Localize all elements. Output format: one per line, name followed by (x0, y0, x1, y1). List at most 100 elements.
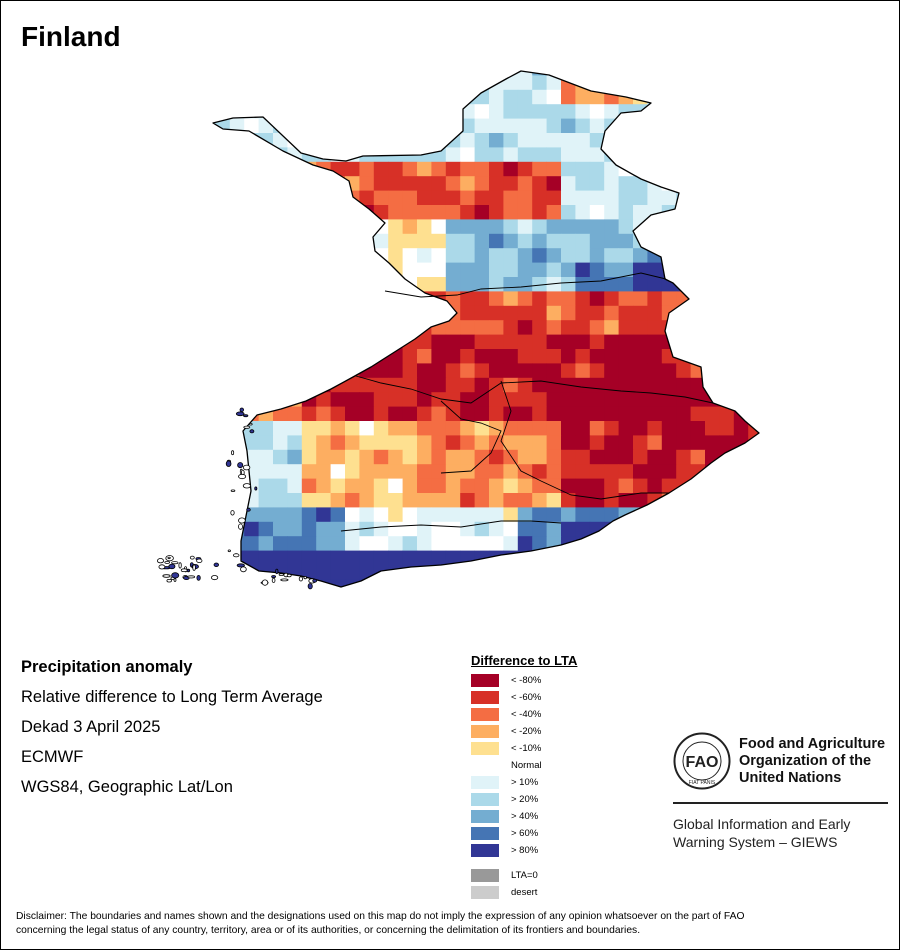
grid-cell (705, 493, 720, 508)
grid-cell (719, 71, 735, 76)
grid-cell (402, 493, 418, 508)
grid-cell (748, 71, 759, 76)
grid-cell (661, 464, 677, 479)
grid-cell (417, 277, 432, 292)
grid-cell (359, 377, 375, 393)
grid-cell (661, 406, 677, 422)
grid-cell (330, 248, 346, 263)
grid-cell (359, 161, 375, 177)
grid-cell (345, 565, 360, 580)
grid-cell (733, 550, 749, 566)
grid-cell (575, 320, 591, 335)
island (303, 575, 307, 580)
grid-cell (388, 334, 403, 350)
grid-cell (733, 176, 749, 191)
grid-cell (316, 205, 331, 220)
grid-cell (676, 550, 691, 566)
grid-cell (417, 493, 432, 508)
grid-cell (748, 233, 759, 249)
grid-cell (647, 71, 663, 76)
island (225, 460, 232, 467)
grid-cell (733, 205, 749, 220)
grid-cell (618, 377, 634, 393)
grid-cell (388, 205, 403, 220)
grid-cell (647, 377, 663, 393)
grid-cell (301, 406, 317, 422)
grid-cell (561, 205, 576, 220)
grid-cell (546, 248, 562, 263)
grid-cell (719, 291, 735, 307)
grid-cell (546, 104, 562, 119)
grid-cell (589, 219, 605, 235)
grid-cell (316, 550, 331, 566)
grid-cell (705, 565, 720, 580)
grid-cell (489, 507, 504, 523)
grid-cell (690, 377, 706, 393)
legend-class-swatch (471, 691, 499, 704)
grid-cell (763, 363, 778, 378)
grid-cell (676, 421, 691, 436)
grid-cell (733, 334, 749, 350)
grid-cell (690, 421, 706, 436)
grid-cell (489, 377, 504, 393)
grid-cell (661, 435, 677, 451)
grid-cell (676, 147, 691, 163)
grid-cell (546, 363, 562, 379)
legend-extra-swatch (471, 886, 499, 899)
grid-cell (719, 521, 735, 537)
grid-cell (244, 248, 259, 263)
grid-cell (661, 75, 677, 91)
grid-cell (215, 161, 231, 177)
grid-cell (575, 89, 591, 105)
grid-cell (460, 392, 475, 407)
grid-cell (388, 521, 403, 537)
grid-cell (733, 392, 749, 407)
grid-cell (402, 363, 418, 379)
grid-cell (676, 349, 691, 364)
island (196, 575, 201, 581)
grid-cell (690, 334, 706, 350)
grid-cell (690, 349, 706, 364)
grid-cell (474, 161, 490, 177)
grid-cell (474, 277, 490, 292)
grid-cell (474, 190, 490, 206)
grid-cell (532, 89, 547, 105)
grid-cell (359, 478, 375, 494)
grid-cell (402, 104, 418, 119)
grid-cell (633, 550, 648, 566)
grid-cell (661, 478, 677, 494)
grid-cell (517, 435, 533, 451)
grid-cell (633, 219, 648, 235)
disclaimer: Disclaimer: The boundaries and names sho… (16, 910, 886, 938)
grid-cell (359, 536, 375, 551)
grid-cell (215, 406, 231, 422)
grid-cell (676, 133, 691, 148)
grid-cell (287, 176, 303, 191)
grid-cell (719, 320, 735, 335)
grid-cell (388, 507, 403, 523)
grid-cell (517, 262, 533, 278)
grid-cell (273, 161, 288, 177)
grid-cell (575, 464, 591, 479)
grid-cell (546, 550, 562, 566)
grid-cell (647, 291, 663, 307)
grid-cell (474, 71, 490, 76)
grid-cell (273, 305, 288, 321)
grid-cell (373, 550, 389, 566)
grid-cell (445, 104, 461, 119)
grid-cell (705, 147, 720, 163)
grid-cell (604, 594, 619, 609)
grid-cell (647, 320, 663, 335)
grid-cell (345, 377, 360, 393)
grid-cell (532, 435, 547, 451)
grid-cell (417, 392, 432, 407)
grid-cell (374, 594, 389, 609)
grid-cell (633, 392, 648, 407)
legend-class-row: > 10% (471, 774, 577, 791)
grid-cell (431, 71, 447, 76)
grid-cell (733, 320, 749, 335)
island (240, 566, 247, 573)
grid-cell (402, 291, 418, 307)
grid-cell (748, 305, 759, 321)
grid-cell (561, 277, 576, 292)
